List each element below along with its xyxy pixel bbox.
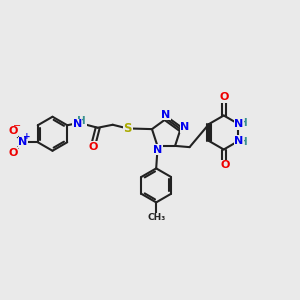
Text: N: N — [18, 137, 27, 147]
Text: H: H — [238, 118, 247, 128]
Text: O: O — [8, 148, 17, 158]
Text: N: N — [153, 145, 163, 155]
Text: N: N — [161, 110, 170, 120]
Text: N: N — [234, 136, 244, 146]
Text: N: N — [73, 119, 82, 129]
Text: H: H — [77, 116, 86, 126]
Text: O: O — [219, 92, 228, 102]
Text: O: O — [220, 160, 230, 170]
Text: −: − — [13, 121, 21, 131]
Text: H: H — [238, 137, 247, 147]
Text: O: O — [88, 142, 98, 152]
Text: S: S — [124, 122, 132, 135]
Text: O: O — [8, 127, 17, 136]
Text: N: N — [234, 119, 244, 129]
Text: +: + — [23, 132, 31, 141]
Text: CH₃: CH₃ — [147, 213, 165, 222]
Text: N: N — [180, 122, 190, 132]
